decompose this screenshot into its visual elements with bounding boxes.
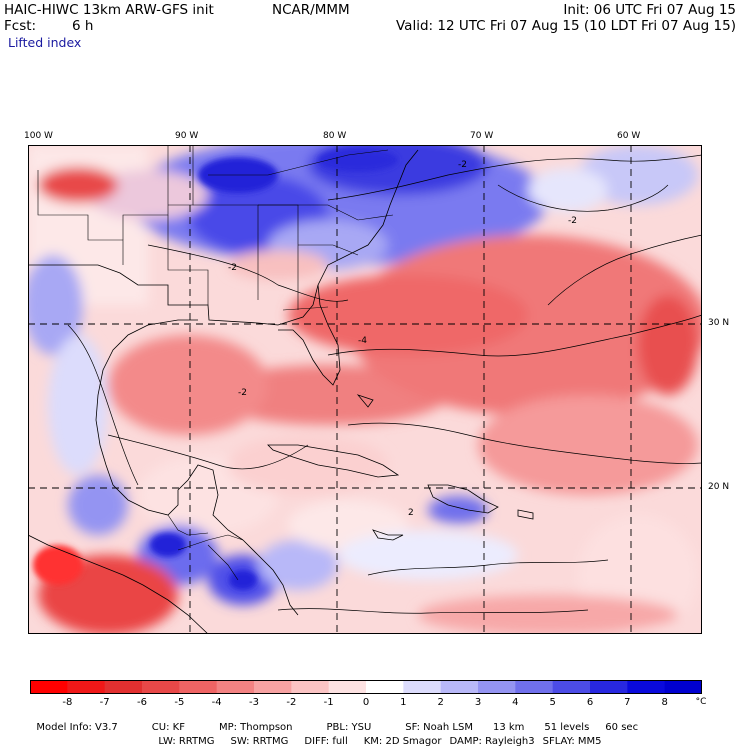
contour-label: -2 — [228, 263, 237, 273]
grid-spacing: 13 km — [492, 722, 525, 733]
colorbar-label: -6 — [137, 697, 147, 708]
colorbar-label: -4 — [211, 697, 222, 708]
colorbar-swatch — [403, 680, 442, 694]
colorbar-swatch — [366, 680, 404, 694]
colorbar-label: 2 — [437, 697, 444, 708]
lat-label-30n: 30 N — [708, 318, 730, 328]
lat-lon-grid — [28, 145, 702, 634]
footer-line1: Model Info: V3.7 CU: KF MP: Thompson PBL: Y… — [30, 711, 638, 733]
colorbar-swatch — [179, 680, 218, 694]
colorbar-label: 6 — [586, 697, 594, 708]
colorbar-swatch — [216, 680, 255, 694]
colorbar-swatch — [254, 680, 292, 694]
contour-label: -2 — [458, 160, 467, 170]
colorbar-swatch — [515, 680, 554, 694]
state-borders — [37, 145, 394, 581]
colorbar-label: -3 — [249, 697, 259, 708]
lifted-index-map: -2 -2 -2 -4 -2 2 — [28, 145, 702, 634]
lon-label-100w: 100 W — [24, 131, 53, 141]
contour-label: -2 — [238, 388, 247, 398]
cu-scheme: CU: KF — [151, 722, 185, 733]
fcst-label: Fcst: — [4, 18, 37, 34]
lat-label-20n: 20 N — [708, 482, 730, 492]
lon-label-60w: 60 W — [617, 131, 641, 141]
pbl-scheme: PBL: YSU — [326, 722, 372, 733]
colorbar-swatch — [291, 680, 330, 694]
colorbar-swatch — [328, 680, 367, 694]
model-title: HAIC-HIWC 13km ARW-GFS init — [4, 2, 214, 18]
colorbar-swatch — [104, 680, 143, 694]
colorbar-label: -1 — [323, 697, 334, 708]
contour-label: -2 — [568, 216, 577, 226]
levels: 51 levels — [544, 722, 590, 733]
sf-scheme: SF: Noah LSM — [405, 722, 473, 733]
sw-scheme: SW: RRTMG — [230, 736, 289, 747]
colorbar-swatch — [627, 680, 666, 694]
colorbar-label: -5 — [174, 697, 185, 708]
colorbar-label: -8 — [62, 697, 73, 708]
map-frame — [28, 145, 702, 634]
colorbar-label: 8 — [661, 697, 668, 708]
contour-label: 2 — [408, 508, 414, 518]
lon-label-70w: 70 W — [470, 131, 494, 141]
org-label: NCAR/MMM — [272, 2, 350, 18]
contour-label: -4 — [358, 336, 367, 346]
colorbar — [30, 680, 702, 694]
colorbar-label: 3 — [474, 697, 482, 708]
colorbar-unit: °C — [695, 697, 707, 707]
sflay-scheme: SFLAY: MM5 — [542, 736, 602, 747]
colorbar-swatch — [478, 680, 516, 694]
colorbar-label: -7 — [99, 697, 110, 708]
init-time: Init: 06 UTC Fri 07 Aug 15 — [563, 2, 736, 18]
damp-scheme: DAMP: Rayleigh3 — [449, 736, 535, 747]
colorbar-swatch — [142, 680, 180, 694]
colorbar-swatch — [67, 680, 106, 694]
colorbar-swatch — [590, 680, 628, 694]
contours — [67, 154, 702, 614]
fcst-value: 6 h — [72, 18, 94, 34]
contour-label-group: -2 -2 -2 -4 -2 2 — [228, 160, 577, 518]
colorbar-label: 1 — [400, 697, 407, 708]
colorbar-frame — [30, 680, 702, 694]
colorbar-swatch — [30, 680, 68, 694]
coastlines — [28, 149, 534, 634]
colorbar-label: 7 — [624, 697, 631, 708]
colorbar-swatch — [552, 680, 591, 694]
colorbar-label: 5 — [549, 697, 556, 708]
lw-scheme: LW: RRTMG — [158, 736, 215, 747]
mp-scheme: MP: Thompson — [218, 722, 293, 733]
lon-label-90w: 90 W — [175, 131, 199, 141]
km-scheme: KM: 2D Smagor — [363, 736, 442, 747]
colorbar-label: -2 — [286, 697, 297, 708]
valid-time: Valid: 12 UTC Fri 07 Aug 15 (10 LDT Fri … — [396, 18, 736, 34]
diff-scheme: DIFF: full — [304, 736, 348, 747]
timestep: 60 sec — [605, 722, 639, 733]
colorbar-swatch — [664, 680, 702, 694]
model-info: Model Info: V3.7 — [36, 722, 118, 733]
colorbar-label: 4 — [512, 697, 519, 708]
footer-line2: LW: RRTMG SW: RRTMG DIFF: full KM: 2D Smago… — [152, 725, 602, 747]
colorbar-label: 0 — [362, 697, 370, 708]
lon-label-80w: 80 W — [323, 131, 347, 141]
colorbar-swatch — [440, 680, 479, 694]
field-name: Lifted index — [8, 35, 82, 50]
